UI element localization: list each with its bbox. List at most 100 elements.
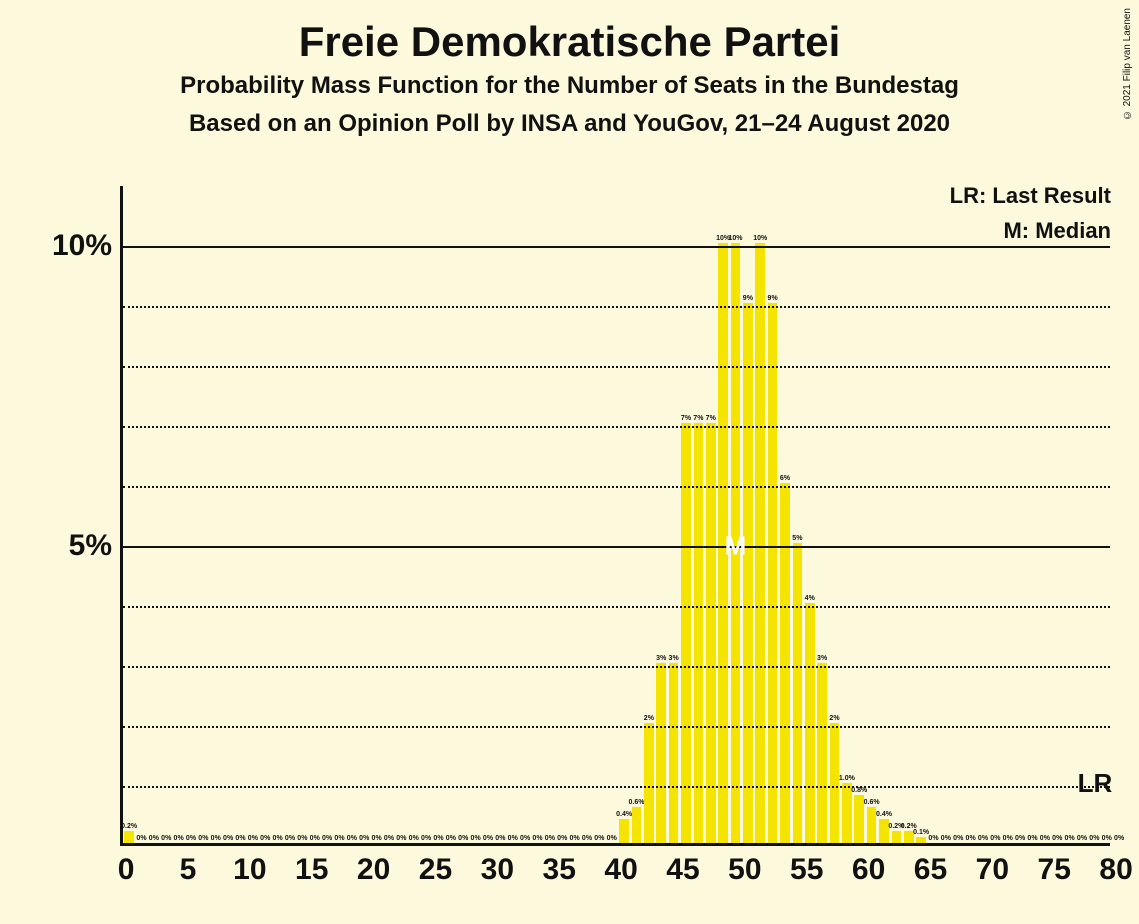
bar-value-label: 0% [384,835,394,842]
x-tick-label: 60 [852,853,885,887]
x-tick-label: 65 [914,853,947,887]
gridline-minor [123,606,1110,608]
bar: 10% [731,243,741,843]
bar-value-label: 0% [297,835,307,842]
bar-value-label: 0% [471,835,481,842]
bar-value-label: 2% [829,715,839,722]
bar-value-label: 0% [458,835,468,842]
bar: 0.4% [619,819,629,843]
bar: 9% [768,303,778,843]
bar: 0.8% [854,795,864,843]
bar-value-label: 0% [582,835,592,842]
bar-value-label: 3% [817,655,827,662]
x-tick-label: 55 [790,853,823,887]
x-tick-label: 50 [728,853,761,887]
bar-value-label: 0.8% [851,787,867,794]
bar-value-label: 0% [928,835,938,842]
bar-value-label: 1.0% [839,775,855,782]
bar-value-label: 9% [768,295,778,302]
gridline-minor [123,726,1110,728]
chart-subtitle-1: Probability Mass Function for the Number… [0,72,1139,100]
bar: 5% [793,543,803,843]
bar-value-label: 0% [495,835,505,842]
bar: 0.2% [892,831,902,843]
bar-value-label: 0% [1015,835,1025,842]
gridline-major [123,246,1110,248]
bar: 2% [830,723,840,843]
bar-value-label: 10% [753,235,767,242]
bar: 2% [644,723,654,843]
x-tick-label: 35 [543,853,576,887]
x-tick-label: 25 [419,853,452,887]
bar-value-label: 0% [978,835,988,842]
bar: 0.2% [904,831,914,843]
gridline-minor [123,786,1110,788]
bar-value-label: 0% [607,835,617,842]
x-tick-label: 30 [481,853,514,887]
bar-value-label: 0% [446,835,456,842]
bar: 4% [805,603,815,843]
bar-value-label: 0% [966,835,976,842]
chart-title: Freie Demokratische Partei [0,18,1139,66]
bar: 10% [755,243,765,843]
bar-value-label: 0% [372,835,382,842]
bar-value-label: 0.6% [864,799,880,806]
gridline-minor [123,306,1110,308]
bar: 3% [656,663,666,843]
bar-value-label: 4% [805,595,815,602]
x-tick-label: 15 [295,853,328,887]
bar: 0.1% [916,837,926,843]
x-tick-label: 40 [604,853,637,887]
bar: 0.4% [879,819,889,843]
bar: 0.6% [867,807,877,843]
bar-value-label: 0% [235,835,245,842]
gridline-minor [123,666,1110,668]
bar: 10% [718,243,728,843]
bar-value-label: 0% [310,835,320,842]
bar-value-label: 0% [347,835,357,842]
bar-value-label: 0.1% [913,829,929,836]
lr-marker: LR [1078,768,1113,799]
bar-value-label: 0% [174,835,184,842]
bar-value-label: 3% [656,655,666,662]
bar: 0.6% [632,807,642,843]
bar: 3% [817,663,827,843]
bar-value-label: 0% [990,835,1000,842]
bar-value-label: 3% [669,655,679,662]
bar-value-label: 0% [223,835,233,842]
x-tick-label: 75 [1038,853,1071,887]
x-tick-label: 80 [1099,853,1132,887]
bar: 6% [780,483,790,843]
gridline-major [123,546,1110,548]
x-tick-label: 10 [233,853,266,887]
bar: 1.0% [842,783,852,843]
bar-value-label: 0% [1114,835,1124,842]
bar-value-label: 0% [1077,835,1087,842]
x-tick-label: 0 [118,853,135,887]
bar-value-label: 0% [161,835,171,842]
bar-value-label: 0% [1089,835,1099,842]
bar-value-label: 0% [334,835,344,842]
bar-value-label: 10% [728,235,742,242]
chart-area: 5%10% 0.2%0%0%0%0%0%0%0%0%0%0%0%0%0%0%0%… [20,186,1115,886]
bar-value-label: 0% [1065,835,1075,842]
bar-value-label: 5% [792,535,802,542]
chart-subtitle-2: Based on an Opinion Poll by INSA and You… [0,110,1139,138]
bar-value-label: 0% [211,835,221,842]
bar-value-label: 0% [1027,835,1037,842]
bar-value-label: 0% [594,835,604,842]
title-block: Freie Demokratische Partei Probability M… [0,0,1139,138]
bar-value-label: 0% [508,835,518,842]
bar-value-label: 9% [743,295,753,302]
x-axis: 05101520253035404550556065707580 [120,851,1110,891]
bar: 0.2% [124,831,134,843]
bar-value-label: 0% [149,835,159,842]
bar-value-label: 0% [545,835,555,842]
bar-value-label: 0.4% [616,811,632,818]
bar-value-label: 0% [1102,835,1112,842]
bar-value-label: 0% [186,835,196,842]
bar-value-label: 0% [1052,835,1062,842]
bar-value-label: 0.6% [629,799,645,806]
copyright-text: © 2021 Filip van Laenen [1122,8,1133,120]
bars-container: 0.2%0%0%0%0%0%0%0%0%0%0%0%0%0%0%0%0%0%0%… [123,186,1110,843]
